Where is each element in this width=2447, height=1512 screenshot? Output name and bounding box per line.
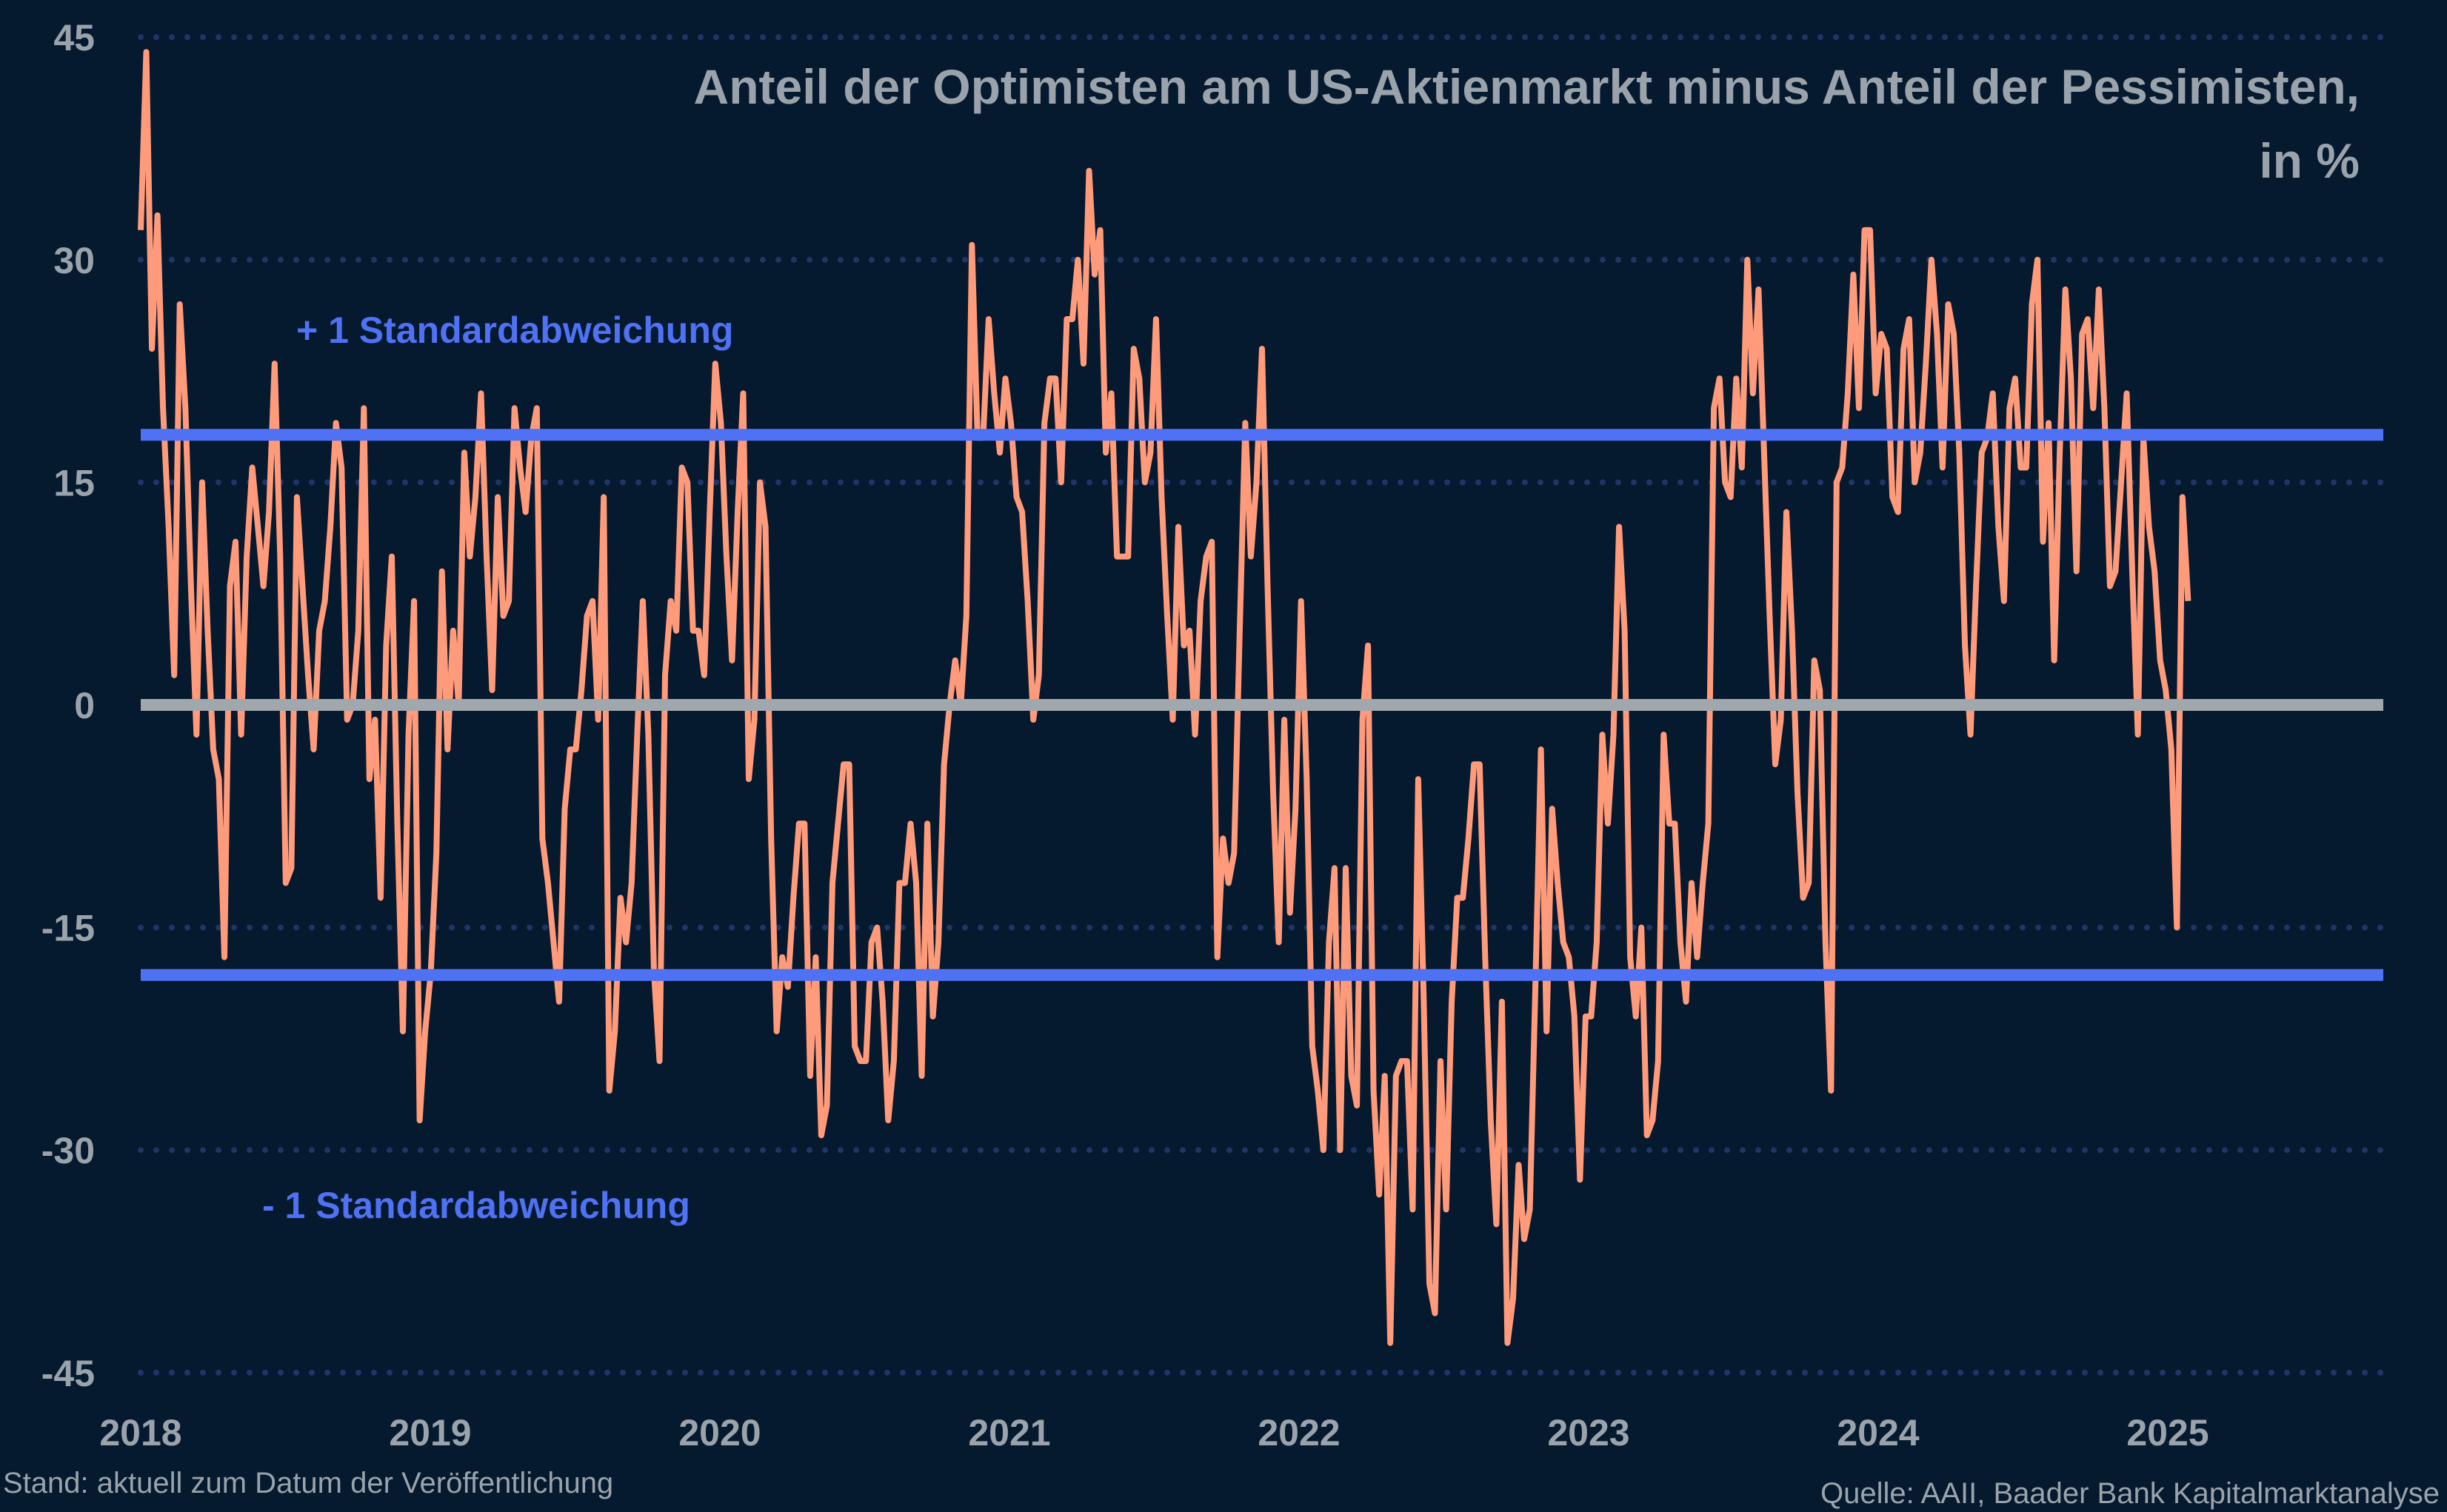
x-tick-label: 2025	[2126, 1412, 2209, 1454]
y-tick-label: -30	[41, 1130, 95, 1171]
footer-source: Quelle: AAII, Baader Bank Kapitalmarktan…	[1820, 1477, 2440, 1510]
x-tick-label: 2023	[1547, 1412, 1629, 1454]
reference-lines	[141, 429, 2383, 981]
footer-note: Stand: aktuell zum Datum der Veröffentli…	[3, 1467, 613, 1499]
x-tick-label: 2018	[99, 1412, 181, 1454]
y-tick-label: 15	[53, 462, 95, 504]
y-tick-label: -15	[41, 908, 95, 949]
lower-std-label: - 1 Standardabweichung	[262, 1185, 690, 1226]
y-tick-label: 0	[74, 685, 95, 726]
upper-std-label: + 1 Standardabweichung	[296, 310, 733, 351]
x-tick-label: 2020	[678, 1412, 761, 1454]
x-tick-label: 2019	[389, 1412, 471, 1454]
chart-title: Anteil der Optimisten am US-Aktienmarkt …	[694, 59, 2360, 114]
x-axis-ticks: 2018 2019 2020 2021 2022 2023 2024 2025	[99, 1412, 2209, 1454]
sentiment-series-line	[138, 49, 2191, 1346]
y-tick-label: -45	[41, 1353, 95, 1394]
x-tick-label: 2022	[1258, 1412, 1340, 1454]
chart-title-line2: in %	[2259, 133, 2360, 188]
x-tick-label: 2024	[1837, 1412, 1919, 1454]
y-tick-label: 45	[53, 17, 95, 58]
y-tick-label: 30	[53, 240, 95, 281]
series-layer	[138, 49, 2191, 1346]
x-tick-label: 2021	[968, 1412, 1050, 1454]
y-axis-ticks: 45 30 15 0 -15 -30 -45	[41, 17, 95, 1394]
